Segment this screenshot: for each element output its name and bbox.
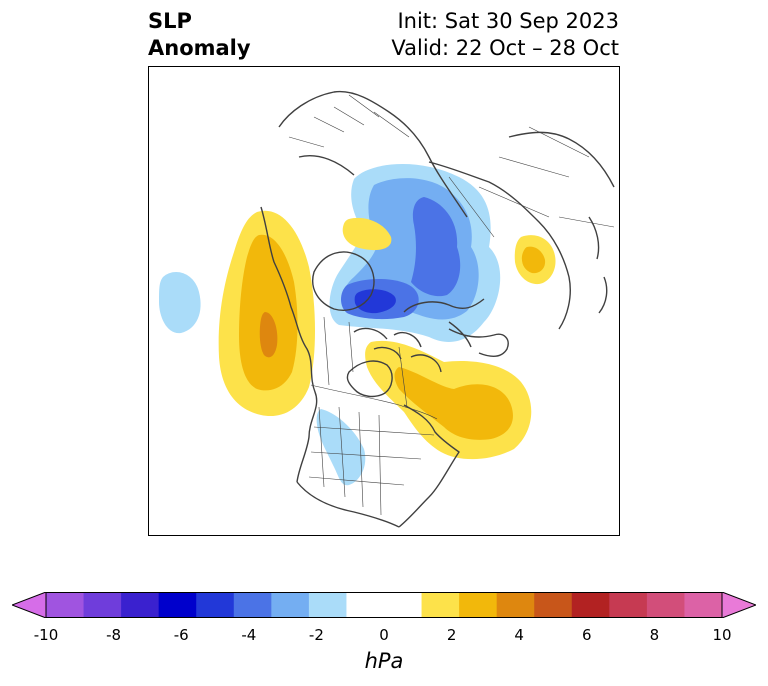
colorbar-tick-label: -8: [106, 626, 122, 644]
colorbar-segment: [571, 592, 610, 618]
colorbar-unit-label: hPa: [364, 649, 404, 673]
coast-north-america-east: [296, 404, 460, 528]
border-canada-provinces: [323, 316, 408, 408]
colorbar-tick-label: 6: [582, 626, 592, 644]
colorbar-extend-min: [12, 592, 47, 618]
border-asia: [448, 126, 615, 238]
anomaly-pos2-greenland-sea: [342, 217, 392, 251]
anomaly-neg2-pacific: [159, 272, 201, 334]
colorbar-segment: [46, 592, 85, 618]
coast-europe: [278, 90, 468, 218]
anomaly-neg2-us: [316, 409, 366, 486]
positive-anomaly-regions: [218, 210, 556, 460]
colorbar-segment: [158, 592, 197, 618]
coast-japan: [588, 216, 608, 314]
valid-range: Valid: 22 Oct – 28 Oct: [391, 36, 619, 60]
political-borders: [288, 94, 615, 516]
colorbar-segment: [609, 592, 648, 618]
border-us-states-2: [308, 426, 435, 486]
colorbar-tick-label: 0: [379, 626, 389, 644]
colorbar-segment: [684, 592, 723, 618]
border-us-canada: [310, 384, 438, 420]
init-date: Init: Sat 30 Sep 2023: [397, 9, 619, 33]
coast-siberia: [428, 131, 615, 330]
anomaly-pos3-asia: [521, 246, 546, 274]
colorbar-segment: [196, 592, 235, 618]
coast-hudson-bay: [346, 360, 393, 398]
coast-canadian-archipelago: [353, 327, 442, 373]
coast-north-america-west: [260, 206, 318, 483]
map-title: SLP Anomaly: [148, 8, 251, 62]
colorbar-segment: [271, 592, 310, 618]
coast-greenland: [312, 251, 375, 311]
coast-arctic-russia: [403, 298, 485, 348]
title-line-2: Anomaly: [148, 36, 251, 60]
colorbar-segment: [83, 592, 122, 618]
map-canvas: [159, 90, 615, 528]
anomaly-pos4-pacific: [259, 312, 278, 358]
colorbar-segment: [459, 592, 498, 618]
colorbar-frame: [45, 592, 723, 618]
colorbar-tick-label: -2: [308, 626, 324, 644]
anomaly-neg5-arctic: [354, 289, 396, 314]
colorbar-segment: [346, 592, 385, 618]
colorbar-segment: [421, 592, 460, 618]
coast-alaska: [448, 328, 509, 357]
colorbar-tick-label: 2: [446, 626, 457, 644]
border-europe: [288, 94, 410, 148]
anomaly-map: [148, 66, 620, 536]
coastlines: [260, 90, 615, 528]
colorbar-segment: [534, 592, 573, 618]
colorbar-segment: [308, 592, 347, 618]
colorbar-segment: [121, 592, 160, 618]
colorbar-segment: [646, 592, 685, 618]
colorbar-tick-label: -6: [173, 626, 189, 644]
colorbar: [12, 592, 756, 618]
colorbar-tick-label: 8: [649, 626, 660, 644]
colorbar-tick-label: 10: [712, 626, 732, 644]
colorbar-tick-label: -4: [241, 626, 257, 644]
colorbar-extend-max: [721, 592, 756, 618]
colorbar-segment: [233, 592, 272, 618]
colorbar-tick-label: -10: [33, 626, 59, 644]
anomaly-neg4-siberia: [411, 197, 461, 297]
forecast-dates: Init: Sat 30 Sep 2023 Valid: 22 Oct – 28…: [391, 8, 619, 62]
colorbar-tick-label: 4: [514, 626, 524, 644]
anomaly-pos3-atlantic: [394, 367, 513, 440]
title-line-1: SLP: [148, 9, 192, 33]
border-us-states-1: [318, 406, 382, 516]
colorbar-segment: [384, 592, 423, 618]
colorbar-segment: [496, 592, 535, 618]
anomaly-pos3-pacific: [239, 234, 298, 391]
negative-anomaly-regions: [159, 164, 501, 486]
